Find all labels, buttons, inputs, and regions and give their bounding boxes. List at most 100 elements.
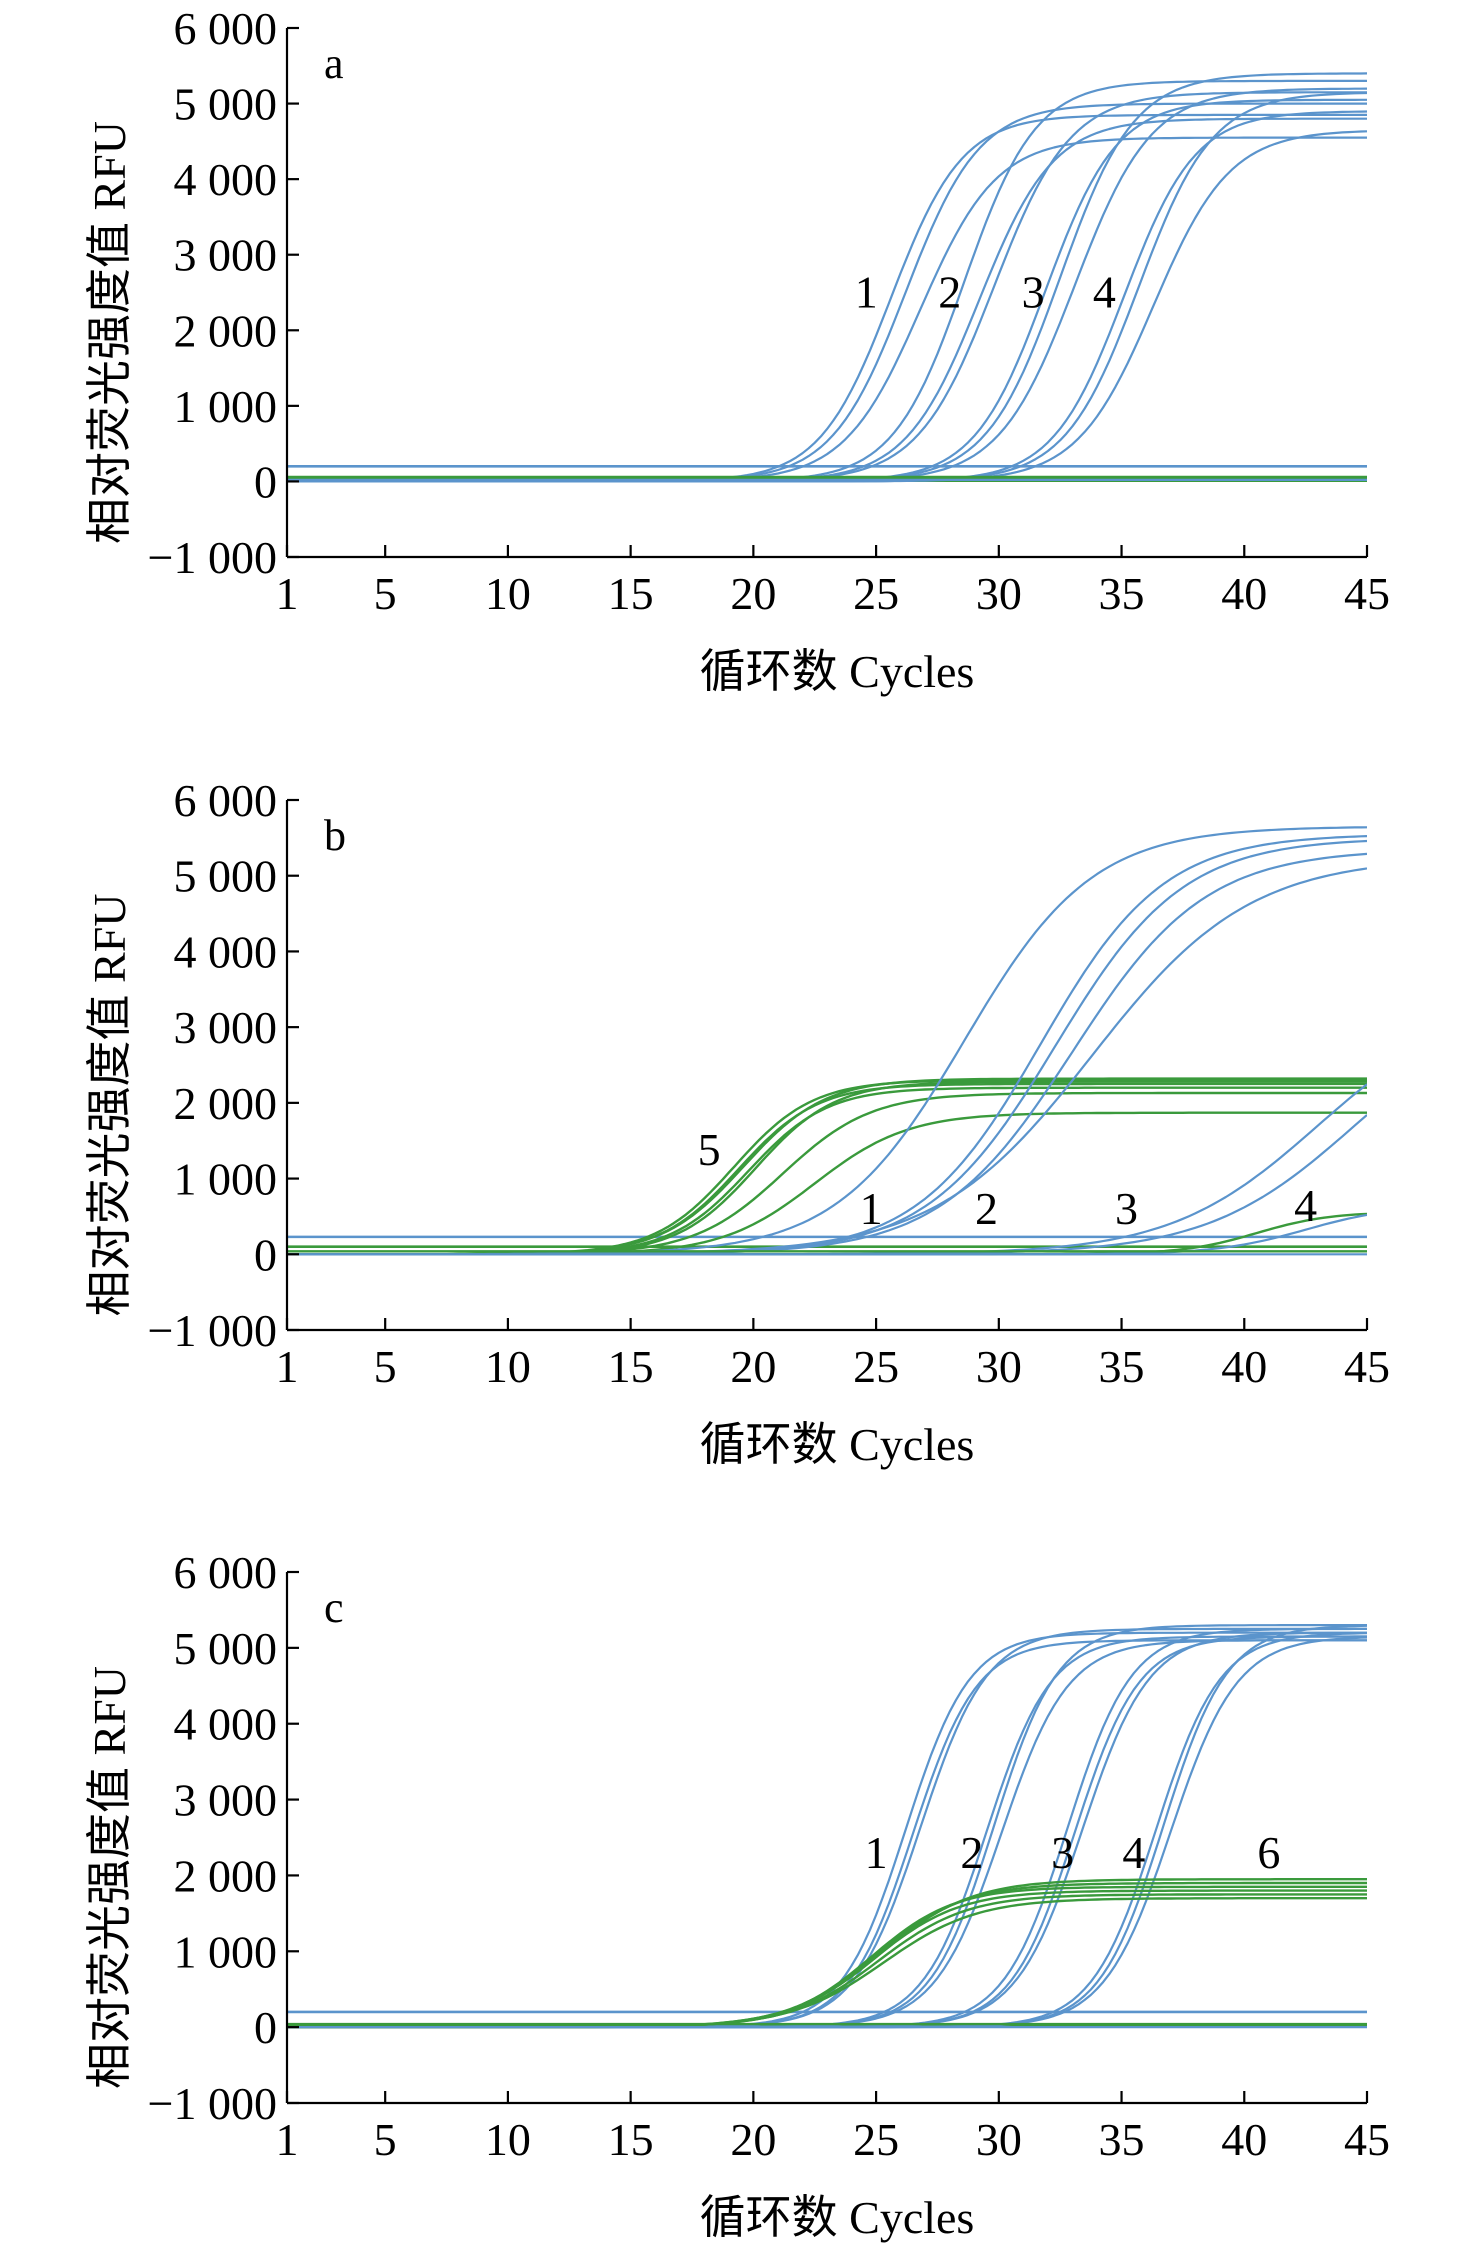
amplification-curve-blue [287, 826, 1367, 1256]
amplification-curve-blue [287, 1631, 1367, 2029]
amplification-curve-blue [287, 1635, 1367, 2029]
amplification-curve-blue [287, 1631, 1367, 2029]
curves-group [287, 826, 1367, 1256]
x-tick-label: 15 [608, 1341, 654, 1392]
y-tick-label: 5 000 [174, 1623, 278, 1674]
amplification-curve-blue [287, 91, 1367, 483]
amplification-curve-blue [287, 1624, 1367, 2029]
x-tick-label: 20 [730, 2114, 776, 2165]
y-tick-label: 0 [254, 2002, 277, 2053]
y-tick-label: 6 000 [174, 775, 278, 826]
amplification-curve-blue [287, 72, 1367, 483]
x-tick-label: 30 [976, 2114, 1022, 2165]
x-tick-label: 25 [853, 1341, 899, 1392]
y-tick-label: −1 000 [148, 1305, 277, 1356]
y-tick-label: 3 000 [174, 1775, 278, 1826]
curve-number-label: 4 [1122, 1827, 1145, 1878]
y-tick-label: 3 000 [174, 1002, 278, 1053]
x-tick-label: 5 [374, 2114, 397, 2165]
x-tick-label: 35 [1099, 2114, 1145, 2165]
amplification-curve-blue [287, 1635, 1367, 2029]
y-tick-label: 1 000 [174, 381, 278, 432]
y-tick-label: 2 000 [174, 305, 278, 356]
y-tick-label: 3 000 [174, 230, 278, 281]
x-axis-title: 循环数 Cycles [700, 2192, 975, 2243]
amplification-curve-green [287, 1885, 1367, 2029]
amplification-curve-blue [287, 1627, 1367, 2029]
amplification-curve-green [287, 1212, 1367, 1256]
x-tick-label: 25 [853, 568, 899, 619]
curve-number-label: 6 [1257, 1827, 1280, 1878]
amplification-curve-blue [287, 1639, 1367, 2029]
y-tick-label: 4 000 [174, 154, 278, 205]
y-tick-label: 5 000 [174, 851, 278, 902]
x-tick-label: 15 [608, 2114, 654, 2165]
y-tick-label: 6 000 [174, 1547, 278, 1598]
amplification-curve-blue [287, 1213, 1367, 1256]
x-tick-label: 20 [730, 568, 776, 619]
amplification-curve-blue [287, 1632, 1367, 2029]
amplification-curve-blue [287, 98, 1367, 483]
curve-number-label: 4 [1294, 1180, 1317, 1231]
x-tick-label: 30 [976, 1341, 1022, 1392]
amplification-curve-blue [287, 1627, 1367, 2029]
curves-group [287, 1624, 1367, 2029]
curve-number-label: 1 [855, 267, 878, 318]
x-tick-label: 35 [1099, 1341, 1145, 1392]
amplification-curve-blue [287, 79, 1367, 483]
y-axis-title: 相对荧光强度值 RFU [84, 1666, 135, 2089]
amplification-curve-blue [287, 1639, 1367, 2029]
y-tick-label: 0 [254, 1229, 277, 1280]
panel-label: b [324, 811, 346, 860]
y-tick-label: 1 000 [174, 1926, 278, 1977]
curve-number-label: 5 [698, 1124, 721, 1175]
curve-number-label: 4 [1093, 267, 1116, 318]
curve-number-label: 1 [865, 1827, 888, 1878]
amplification-curve-blue [287, 130, 1367, 483]
x-tick-label: 10 [485, 568, 531, 619]
curves-group [287, 72, 1367, 483]
x-tick-label: 20 [730, 1341, 776, 1392]
amplification-curve-blue [287, 113, 1367, 483]
amplification-curve-blue [287, 91, 1367, 483]
amplification-curve-blue [287, 852, 1367, 1256]
amplification-curve-blue [287, 1624, 1367, 2029]
y-tick-label: 4 000 [174, 1699, 278, 1750]
amplification-curve-green [287, 1111, 1367, 1256]
x-tick-label: 35 [1099, 568, 1145, 619]
x-tick-label: 40 [1221, 568, 1267, 619]
panel-label: c [324, 1583, 344, 1632]
y-tick-label: 6 000 [174, 3, 278, 54]
amplification-curve-green [287, 1889, 1367, 2029]
x-tick-label: 1 [276, 2114, 299, 2165]
curve-number-label: 1 [860, 1183, 883, 1234]
amplification-curve-green [287, 1897, 1367, 2029]
curve-number-label: 3 [1051, 1827, 1074, 1878]
amplification-curve-blue [287, 117, 1367, 483]
y-axis-title: 相对荧光强度值 RFU [84, 121, 135, 544]
amplification-curve-blue [287, 102, 1367, 483]
y-tick-label: 1 000 [174, 1154, 278, 1205]
amplification-curve-blue [287, 1636, 1367, 2029]
x-tick-label: 10 [485, 2114, 531, 2165]
amplification-curve-blue [287, 867, 1367, 1256]
x-tick-label: 45 [1344, 568, 1390, 619]
y-tick-label: −1 000 [148, 532, 277, 583]
x-axis-title: 循环数 Cycles [700, 1419, 975, 1470]
x-tick-label: 1 [276, 568, 299, 619]
y-tick-label: 2 000 [174, 1850, 278, 1901]
x-tick-label: 40 [1221, 1341, 1267, 1392]
x-tick-label: 45 [1344, 2114, 1390, 2165]
amplification-curve-blue [287, 839, 1367, 1256]
y-tick-label: 0 [254, 456, 277, 507]
panel-label: a [324, 39, 344, 88]
x-axis-title: 循环数 Cycles [700, 646, 975, 697]
x-tick-label: 45 [1344, 1341, 1390, 1392]
x-tick-label: 25 [853, 2114, 899, 2165]
curve-number-label: 2 [938, 267, 961, 318]
x-tick-label: 30 [976, 568, 1022, 619]
x-tick-label: 5 [374, 568, 397, 619]
